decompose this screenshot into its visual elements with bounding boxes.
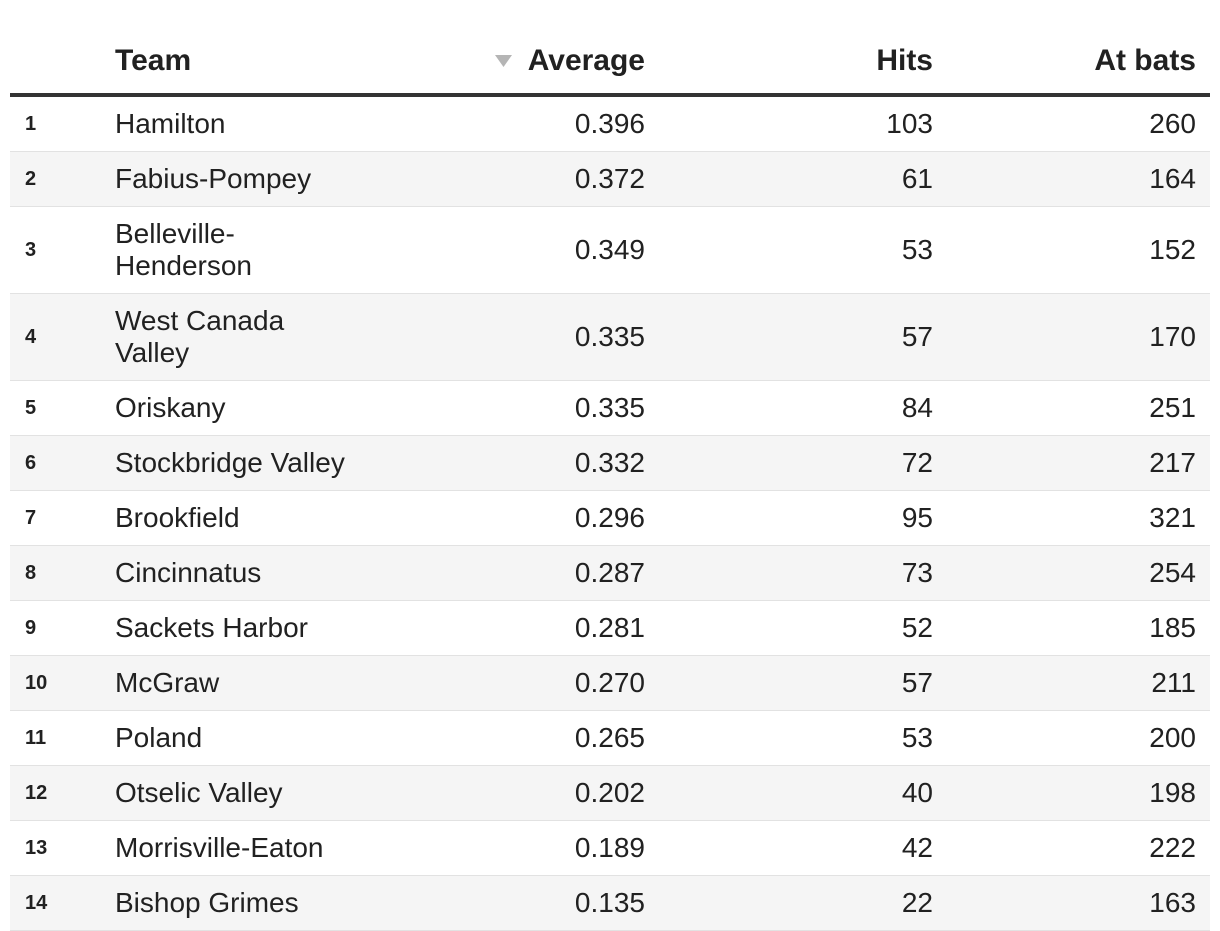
team-cell: Otselic Valley [115,765,405,821]
hits-cell: 57 [645,655,933,711]
average-cell: 0.189 [405,820,645,876]
at-bats-cell: 222 [933,820,1210,876]
at-bats-cell: 164 [933,151,1210,207]
hits-cell: 73 [645,545,933,601]
header-average[interactable]: Average [405,31,645,97]
hits-cell: 42 [645,820,933,876]
table-row: 3 Belleville- Henderson 0.349 53 152 [10,206,1210,294]
hits-cell: 52 [645,600,933,656]
rank-cell: 8 [10,545,115,601]
team-cell: Poland [115,710,405,766]
rank-cell: 10 [10,655,115,711]
stats-page: Team Average Hits At bats 1 Hamilton 0.3… [10,31,1210,931]
at-bats-cell: 198 [933,765,1210,821]
header-team[interactable]: Team [115,31,405,97]
table-row: 1 Hamilton 0.396 103 260 [10,95,1210,152]
at-bats-cell: 170 [933,293,1210,381]
team-cell: Sackets Harbor [115,600,405,656]
team-cell: Fabius-Pompey [115,151,405,207]
hits-cell: 22 [645,875,933,931]
table-row: 14 Bishop Grimes 0.135 22 163 [10,875,1210,931]
table-row: 10 McGraw 0.270 57 211 [10,655,1210,711]
average-cell: 0.332 [405,435,645,491]
table-row: 12 Otselic Valley 0.202 40 198 [10,765,1210,821]
header-at-bats[interactable]: At bats [933,31,1210,97]
team-cell: Brookfield [115,490,405,546]
at-bats-cell: 251 [933,380,1210,436]
team-cell: McGraw [115,655,405,711]
at-bats-cell: 185 [933,600,1210,656]
team-cell: Belleville- Henderson [115,206,405,294]
hits-cell: 95 [645,490,933,546]
average-cell: 0.372 [405,151,645,207]
sort-descending-icon [494,55,512,67]
header-row: Team Average Hits At bats [10,31,1210,97]
header-hits[interactable]: Hits [645,31,933,97]
team-cell: Oriskany [115,380,405,436]
hits-cell: 103 [645,95,933,152]
team-cell: West Canada Valley [115,293,405,381]
table-row: 5 Oriskany 0.335 84 251 [10,380,1210,436]
hits-cell: 61 [645,151,933,207]
average-cell: 0.135 [405,875,645,931]
table-row: 2 Fabius-Pompey 0.372 61 164 [10,151,1210,207]
average-cell: 0.281 [405,600,645,656]
rank-cell: 7 [10,490,115,546]
table-row: 7 Brookfield 0.296 95 321 [10,490,1210,546]
table-row: 13 Morrisville-Eaton 0.189 42 222 [10,820,1210,876]
hits-cell: 40 [645,765,933,821]
team-cell: Hamilton [115,95,405,152]
team-cell: Cincinnatus [115,545,405,601]
hits-cell: 84 [645,380,933,436]
average-cell: 0.265 [405,710,645,766]
average-cell: 0.349 [405,206,645,294]
rank-cell: 11 [10,710,115,766]
hits-cell: 53 [645,206,933,294]
hits-cell: 53 [645,710,933,766]
rank-cell: 3 [10,206,115,294]
average-cell: 0.396 [405,95,645,152]
average-cell: 0.335 [405,293,645,381]
rank-cell: 6 [10,435,115,491]
average-cell: 0.270 [405,655,645,711]
team-cell: Morrisville-Eaton [115,820,405,876]
at-bats-cell: 254 [933,545,1210,601]
hits-cell: 72 [645,435,933,491]
rank-cell: 5 [10,380,115,436]
at-bats-cell: 163 [933,875,1210,931]
rank-cell: 13 [10,820,115,876]
average-cell: 0.287 [405,545,645,601]
rank-cell: 12 [10,765,115,821]
at-bats-cell: 152 [933,206,1210,294]
table-row: 11 Poland 0.265 53 200 [10,710,1210,766]
rank-cell: 14 [10,875,115,931]
team-cell: Stockbridge Valley [115,435,405,491]
rank-cell: 4 [10,293,115,381]
at-bats-cell: 217 [933,435,1210,491]
average-cell: 0.202 [405,765,645,821]
at-bats-cell: 200 [933,710,1210,766]
rank-cell: 9 [10,600,115,656]
at-bats-cell: 260 [933,95,1210,152]
rank-cell: 2 [10,151,115,207]
at-bats-cell: 211 [933,655,1210,711]
hits-cell: 57 [645,293,933,381]
average-cell: 0.296 [405,490,645,546]
at-bats-cell: 321 [933,490,1210,546]
header-average-label: Average [527,44,645,77]
table-row: 6 Stockbridge Valley 0.332 72 217 [10,435,1210,491]
team-cell: Bishop Grimes [115,875,405,931]
average-cell: 0.335 [405,380,645,436]
table-row: 9 Sackets Harbor 0.281 52 185 [10,600,1210,656]
rank-cell: 1 [10,95,115,152]
table-row: 4 West Canada Valley 0.335 57 170 [10,293,1210,381]
header-rank [10,31,115,97]
team-batting-table: Team Average Hits At bats 1 Hamilton 0.3… [10,31,1210,931]
table-row: 8 Cincinnatus 0.287 73 254 [10,545,1210,601]
